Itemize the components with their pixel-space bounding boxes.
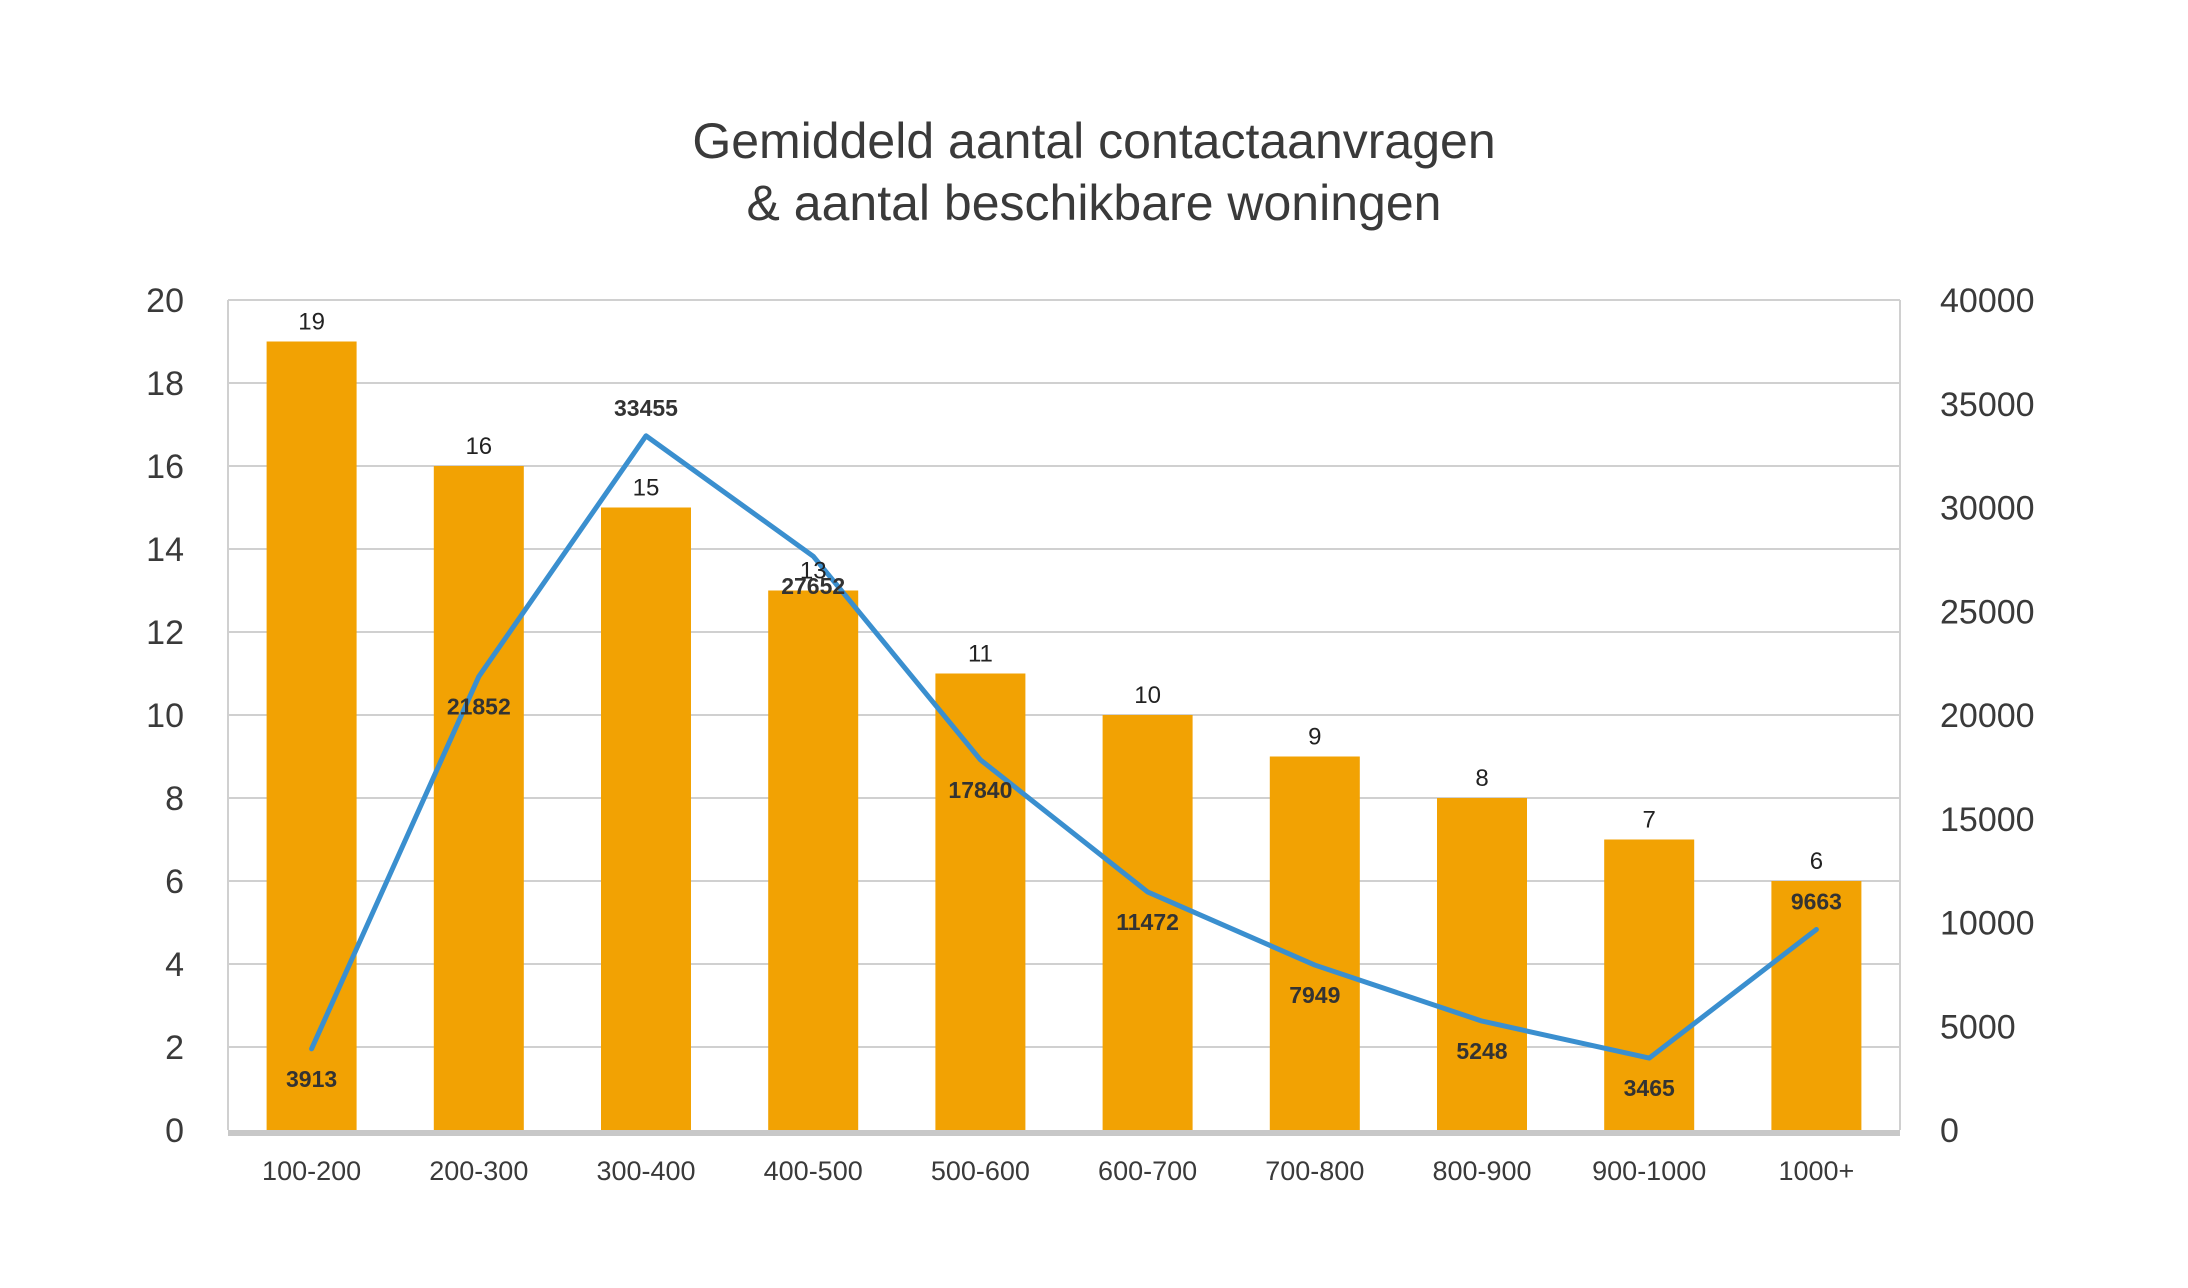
- bar-value-label: 11: [968, 641, 993, 668]
- left-axis-tick-label: 8: [165, 780, 184, 818]
- bar-value-label: 16: [465, 433, 492, 460]
- left-axis-tick-label: 10: [146, 697, 184, 735]
- left-axis-tick-label: 0: [165, 1112, 184, 1150]
- right-axis-tick-label: 35000: [1940, 386, 2035, 424]
- right-axis-tick-label: 30000: [1940, 490, 2035, 528]
- x-axis-category-label: 800-900: [1432, 1156, 1531, 1186]
- bar: [1604, 839, 1695, 1130]
- left-axis-tick-label: 6: [165, 863, 184, 901]
- bar-value-label: 15: [633, 475, 660, 502]
- right-axis-tick-label: 20000: [1940, 697, 2035, 735]
- bar-value-label: 7: [1643, 807, 1656, 834]
- bar: [1437, 798, 1527, 1130]
- bar-value-label: 8: [1475, 765, 1488, 792]
- line-value-label: 11472: [1116, 909, 1179, 935]
- bar: [768, 590, 859, 1130]
- left-axis-tick-label: 16: [146, 448, 184, 486]
- x-axis-category-label: 100-200: [262, 1156, 361, 1186]
- bar-value-label: 13: [800, 558, 827, 585]
- bar-series: [266, 341, 1862, 1130]
- bar: [935, 673, 1026, 1130]
- line-series: [309, 433, 1819, 1061]
- x-axis-category-label: 300-400: [596, 1156, 695, 1186]
- x-axis-category-label: 900-1000: [1592, 1156, 1706, 1186]
- chart-title-line-1: Gemiddeld aantal contactaanvragen: [692, 113, 1495, 169]
- left-axis-tick-label: 18: [146, 365, 184, 403]
- right-axis-tick-label: 5000: [1940, 1008, 2016, 1046]
- bar: [433, 466, 524, 1130]
- line-value-label: 27652: [781, 573, 845, 599]
- right-axis-tick-label: 25000: [1940, 593, 2035, 631]
- x-axis-category-label: 500-600: [931, 1156, 1030, 1186]
- right-axis-tick-label: 40000: [1940, 282, 2035, 320]
- bar-value-label: 9: [1308, 724, 1321, 751]
- right-axis-tick-label: 10000: [1940, 905, 2035, 943]
- left-axis-tick-label: 14: [146, 531, 184, 569]
- bar-value-label: 10: [1134, 682, 1161, 709]
- left-axis-tick-label: 20: [146, 282, 184, 320]
- line-value-label: 21852: [447, 694, 511, 720]
- bar: [1771, 881, 1862, 1130]
- x-axis-category-label: 700-800: [1265, 1156, 1364, 1186]
- line-value-label: 17840: [948, 777, 1012, 803]
- bar-value-label: 6: [1810, 848, 1823, 875]
- line-value-label: 33455: [614, 395, 678, 421]
- line-value-label: 9663: [1791, 888, 1842, 914]
- left-axis-tick-label: 4: [165, 946, 184, 984]
- chart-title-line-2: & aantal beschikbare woningen: [747, 175, 1442, 231]
- left-axis-tick-label: 2: [165, 1029, 184, 1067]
- x-axis-category-label: 1000+: [1778, 1156, 1854, 1186]
- axes: 0 2 4 6 8 10 12 14 16 18 20 0 5000 10000 15000 20000 250…: [146, 282, 2034, 1186]
- left-axis-tick-label: 12: [146, 614, 184, 652]
- line-path: [309, 433, 1819, 1061]
- bar: [266, 341, 357, 1130]
- bar: [601, 507, 691, 1130]
- bar: [1269, 756, 1360, 1130]
- right-axis-tick-label: 15000: [1940, 801, 2035, 839]
- x-axis-category-label: 600-700: [1098, 1156, 1197, 1186]
- x-axis-category-label: 400-500: [764, 1156, 863, 1186]
- line-value-label: 3465: [1624, 1075, 1675, 1101]
- x-axis-category-label: 200-300: [429, 1156, 528, 1186]
- line-value-label: 5248: [1456, 1038, 1507, 1064]
- right-axis-tick-label: 0: [1940, 1112, 1959, 1150]
- data-labels: 19 16 15 13 11 10 9 8 7 6 3913 21852 33455 27652 17840…: [286, 309, 1842, 1102]
- bar: [1102, 715, 1193, 1130]
- line-value-label: 3913: [286, 1066, 337, 1092]
- line-value-label: 7949: [1289, 982, 1340, 1008]
- bar-value-label: 19: [298, 309, 325, 336]
